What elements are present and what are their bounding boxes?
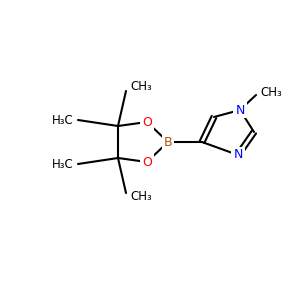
Text: CH₃: CH₃ [130,80,152,94]
Text: O: O [142,116,152,128]
Text: B: B [164,136,172,148]
Text: H₃C: H₃C [52,113,74,127]
Text: CH₃: CH₃ [130,190,152,203]
Text: N: N [235,103,245,116]
Text: N: N [233,148,243,161]
Text: H₃C: H₃C [52,158,74,170]
Text: O: O [142,155,152,169]
Text: CH₃: CH₃ [260,86,282,100]
